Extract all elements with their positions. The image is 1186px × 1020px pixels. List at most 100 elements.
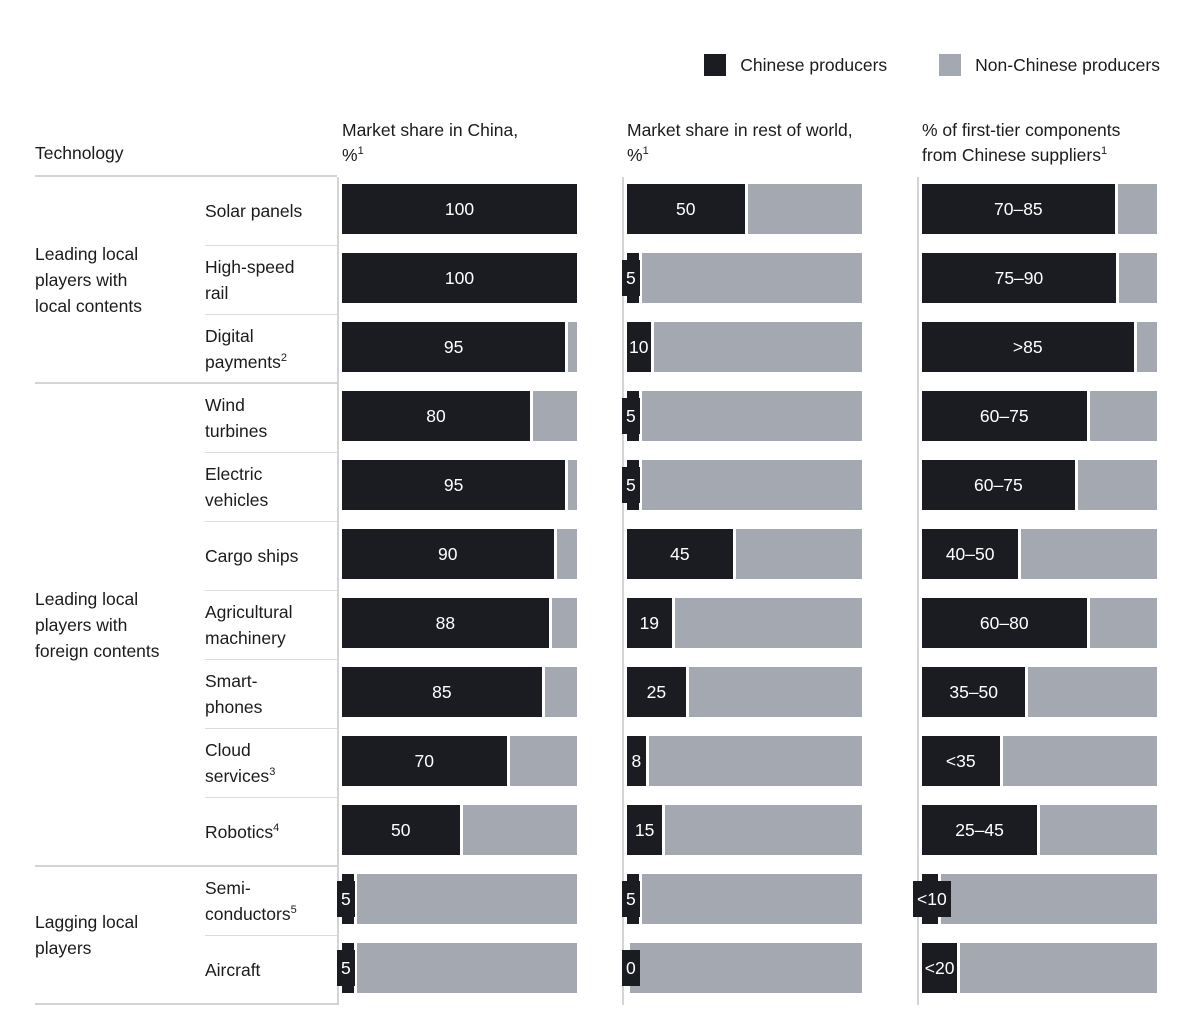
non-chinese-producers-segment — [551, 598, 577, 648]
non-chinese-producers-segment — [641, 391, 862, 441]
stacked-bar: 5 — [622, 253, 862, 303]
stacked-bar: 50 — [627, 184, 862, 234]
stacked-bar: 100 — [342, 253, 577, 303]
non-chinese-producers-segment — [674, 598, 862, 648]
tech-label: Robotics4 — [205, 798, 337, 867]
chinese-producers-segment: 90 — [342, 529, 554, 579]
chinese-producers-segment: 60–75 — [922, 391, 1087, 441]
tech-label-line: payments2 — [205, 349, 317, 375]
stacked-bar: 25–45 — [922, 805, 1157, 855]
bar-value-label: 5 — [626, 267, 636, 288]
china-share-bar-cell: 5 — [337, 936, 622, 1005]
world-share-column-header: Market share in rest of world, %1 — [627, 120, 853, 165]
chinese-producers-swatch — [704, 54, 727, 76]
bar-value-chip: 5 — [337, 881, 355, 917]
stacked-bar: 8 — [627, 736, 862, 786]
group-label-line: Leading local — [35, 588, 139, 609]
bar-value-label: 50 — [676, 198, 696, 219]
stacked-bar: 100 — [342, 184, 577, 234]
group-label-line: players with — [35, 269, 128, 290]
bar-value-label: 95 — [443, 474, 464, 495]
bar-value-label: 50 — [391, 819, 411, 840]
chinese-producers-segment: <35 — [922, 736, 1000, 786]
group-label-line: players — [35, 938, 92, 958]
bar-value-label: <20 — [924, 957, 955, 978]
non-chinese-producers-segment — [735, 529, 862, 579]
world-share-bar-cell: 5 — [622, 246, 917, 315]
chinese-producers-segment: 25 — [627, 667, 686, 717]
components-bar-cell: 60–75 — [917, 384, 1160, 453]
non-chinese-producers-segment — [568, 460, 577, 510]
stacked-bar: 70–85 — [922, 184, 1157, 234]
tech-label-text: turbines — [205, 421, 268, 441]
tech-label: Solar panels — [205, 177, 337, 246]
world-share-bar-cell: 10 — [622, 315, 917, 384]
tech-label: Agricultural machinery — [205, 591, 337, 660]
stacked-bar: 95 — [342, 322, 577, 372]
bar-value-label: 25 — [646, 681, 667, 702]
stacked-bar: 85 — [342, 667, 577, 717]
components-bar-cell: <35 — [917, 729, 1160, 798]
chinese-producers-segment: 25–45 — [922, 805, 1038, 855]
tech-label: Digital payments2 — [205, 315, 337, 384]
bar-value-label: 10 — [629, 336, 649, 357]
group-label: Leading local players with local contents — [35, 177, 205, 384]
bar-value-label: 5 — [626, 405, 636, 426]
stacked-bar: >85 — [922, 322, 1157, 372]
stacked-bar: <20 — [922, 943, 1157, 993]
stacked-bar: 90 — [342, 529, 577, 579]
chinese-producers-segment: 100 — [342, 184, 577, 234]
tech-label: Wind turbines — [205, 384, 337, 453]
chinese-producers-segment: 50 — [342, 805, 460, 855]
non-chinese-producers-segment — [356, 874, 577, 924]
tech-label-text: Wind — [205, 395, 245, 415]
tech-label-text: payments — [205, 351, 281, 372]
non-chinese-producers-segment — [1118, 253, 1157, 303]
tech-label: Aircraft — [205, 936, 337, 1005]
chart-table: Technology Market share in China, %1 Mar… — [35, 110, 1160, 1005]
components-bar-cell: 60–80 — [917, 591, 1160, 660]
tech-label-text: High-speed — [205, 257, 295, 277]
non-chinese-producers-segment — [568, 322, 577, 372]
stacked-bar: 70 — [342, 736, 577, 786]
bar-value-label: 5 — [341, 957, 351, 978]
non-chinese-producers-segment — [1117, 184, 1157, 234]
non-chinese-producers-segment — [1089, 598, 1157, 648]
chinese-producers-segment: >85 — [922, 322, 1134, 372]
world-share-bar-cell: 45 — [622, 522, 917, 591]
tech-label-text: machinery — [205, 628, 286, 648]
tech-label-text: Smart- — [205, 671, 258, 691]
tech-label-line: services3 — [205, 763, 317, 789]
china-share-bar-cell: 95 — [337, 315, 622, 384]
technology-column-header: Technology — [35, 110, 337, 177]
non-chinese-producers-swatch — [939, 54, 962, 76]
bar-value-label: 85 — [432, 681, 452, 702]
china-share-bar-cell: 80 — [337, 384, 622, 453]
stacked-bar: 25 — [627, 667, 862, 717]
group-label-line: players with — [35, 614, 128, 635]
bar-value-chip: 5 — [622, 260, 640, 296]
non-chinese-producers-segment — [1077, 460, 1157, 510]
tech-label-line: Smart- — [205, 668, 317, 694]
non-chinese-producers-segment — [462, 805, 577, 855]
world-share-bar-cell: 8 — [622, 729, 917, 798]
components-bar-cell: 25–45 — [917, 798, 1160, 867]
world-share-bar-cell: 25 — [622, 660, 917, 729]
bar-value-label: 70–85 — [994, 198, 1043, 219]
non-chinese-producers-segment — [941, 874, 1157, 924]
chinese-producers-segment: <20 — [922, 943, 958, 993]
stacked-bar: 10 — [627, 322, 862, 372]
bar-value-label: 75–90 — [994, 267, 1044, 288]
tech-label-text: Solar panels — [205, 201, 303, 221]
tech-label: Electric vehicles — [205, 453, 337, 522]
chinese-producers-segment: 50 — [627, 184, 745, 234]
chinese-producers-segment: 95 — [342, 322, 566, 372]
tech-label-line: Solar panels — [205, 198, 317, 224]
tech-label-line: rail — [205, 280, 317, 306]
bar-value-label: 5 — [626, 474, 636, 495]
bar-value-label: 80 — [426, 405, 446, 426]
chinese-producers-segment: 60–75 — [922, 460, 1075, 510]
bar-value-label: 100 — [444, 198, 475, 219]
legend: Chinese producers Non-Chinese producers — [704, 54, 1160, 76]
stacked-bar: 80 — [342, 391, 577, 441]
